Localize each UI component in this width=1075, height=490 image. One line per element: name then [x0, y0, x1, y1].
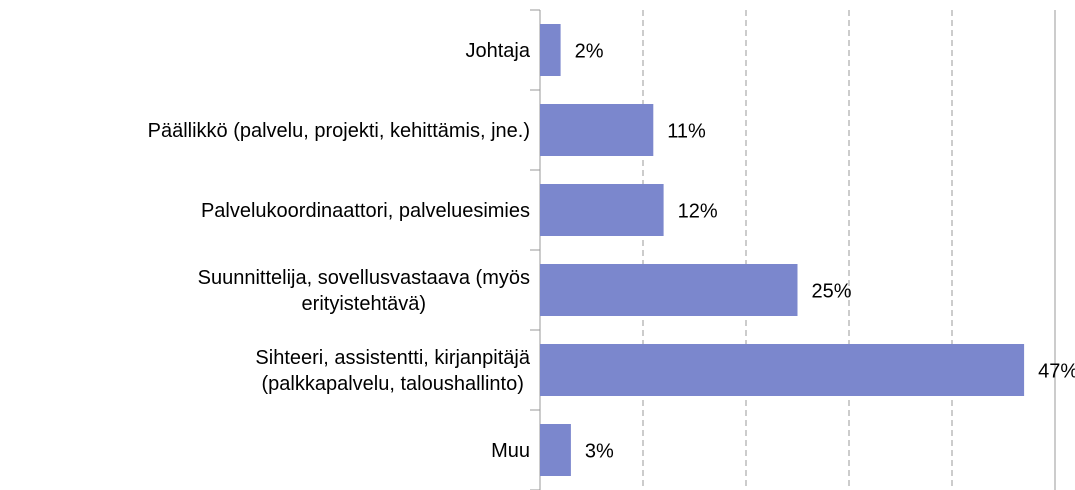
category-label-box: Johtaja: [0, 38, 531, 64]
category-label: Muu: [491, 440, 530, 462]
category-label: Palvelukoordinaattori, palveluesimies: [200, 200, 530, 222]
category-label: Johtaja: [465, 40, 531, 62]
value-label: 3%: [585, 440, 614, 462]
category-label: Päällikkö (palvelu, projekti, kehittämis…: [147, 120, 530, 142]
value-label: 25%: [812, 280, 852, 302]
value-label: 2%: [575, 40, 604, 62]
category-label: Suunnittelija, sovellusvastaava (myös er…: [197, 267, 530, 315]
bar: [540, 424, 571, 476]
category-label-box: Suunnittelija, sovellusvastaava (myös er…: [0, 265, 530, 317]
bar: [540, 264, 798, 316]
value-label: 11%: [667, 120, 706, 142]
bar: [540, 184, 664, 236]
bar: [540, 344, 1025, 396]
category-label: Sihteeri, assistentti, kirjanpitäjä (pal…: [255, 347, 530, 395]
value-label: 47%: [1038, 360, 1075, 382]
bar: [540, 24, 561, 76]
bar: [540, 104, 654, 156]
category-label-box: Palvelukoordinaattori, palveluesimies: [0, 198, 530, 224]
category-label-box: Päällikkö (palvelu, projekti, kehittämis…: [0, 118, 530, 144]
value-label: 12%: [678, 200, 718, 222]
category-label-box: Sihteeri, assistentti, kirjanpitäjä (pal…: [0, 345, 530, 397]
category-label-box: Muu: [0, 438, 530, 464]
